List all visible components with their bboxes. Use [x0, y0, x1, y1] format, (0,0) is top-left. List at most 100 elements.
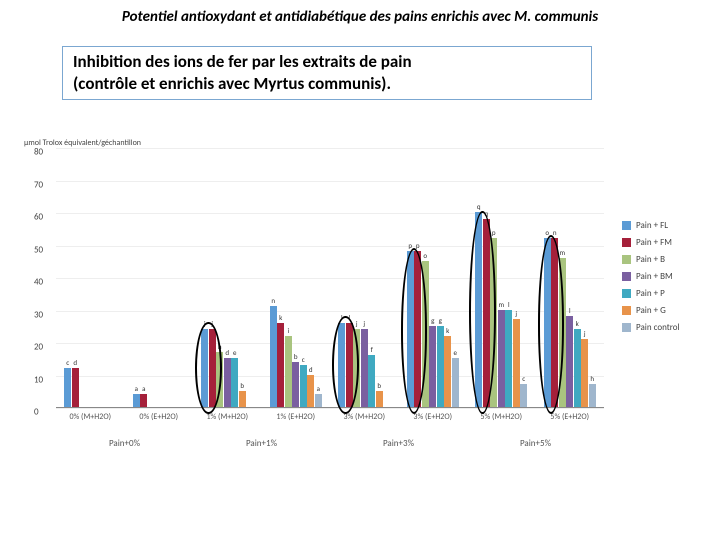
legend-item: Pain + P [622, 288, 714, 299]
bar-value-label: p [416, 241, 420, 250]
bar [581, 339, 588, 407]
bar [209, 329, 216, 407]
bar [231, 358, 238, 407]
x-tick-label: 5% (M+H2O) [480, 412, 522, 422]
bar [437, 326, 444, 407]
bar [368, 355, 375, 407]
y-tick: 70 [34, 179, 43, 190]
bar [361, 329, 368, 407]
bar [140, 394, 147, 407]
bar [551, 238, 558, 407]
bar-value-label: e [454, 348, 457, 357]
plot-area: 01020304050607080cdaajjhdebnkibcdalljjfb… [56, 148, 604, 408]
bar [338, 323, 345, 408]
bar-value-label: d [73, 358, 77, 367]
bar [224, 358, 231, 407]
bar-value-label: k [446, 326, 449, 335]
legend-label: Pain + FL [636, 220, 668, 231]
bar-value-label: a [317, 384, 320, 393]
bar-value-label: q [477, 202, 481, 211]
bar-group: cd [56, 148, 125, 407]
bar-value-label: j [363, 319, 365, 328]
bar [307, 375, 314, 408]
y-tick: 40 [34, 277, 43, 288]
x-tick-label: 1% (E+H2O) [276, 412, 315, 422]
bar [376, 391, 383, 407]
bar [72, 368, 79, 407]
gridline [56, 408, 604, 409]
bar-value-label: b [377, 381, 381, 390]
bar-value-label: c [66, 358, 69, 367]
legend: Pain + FL Pain + FM Pain + B Pain + BM Pain … [622, 220, 714, 339]
y-tick: 80 [34, 147, 43, 158]
y-tick: 30 [34, 309, 43, 320]
x-tick-label: 3% (E+H2O) [413, 412, 452, 422]
bar-value-label: d [309, 365, 313, 374]
bar [505, 310, 512, 408]
bar [475, 212, 482, 407]
bar-value-label: f [371, 345, 373, 354]
bar-value-label: l [341, 313, 343, 322]
bar [483, 219, 490, 408]
bar [346, 323, 353, 408]
bar-value-label: a [142, 384, 145, 393]
bar-value-label: n [271, 296, 275, 305]
bar [566, 316, 573, 407]
bar [292, 362, 299, 408]
bar-value-label: k [279, 313, 282, 322]
bar-value-label: o [545, 228, 549, 237]
subtitle-line-1: Inhibition des ions de fer par les extra… [73, 51, 581, 73]
legend-item: Pain + B [622, 254, 714, 265]
legend-item: Pain + G [622, 305, 714, 316]
x-tick-label: 0% (E+H2O) [139, 412, 178, 422]
bar-value-label: p [492, 228, 496, 237]
bar [444, 336, 451, 408]
bar [422, 261, 429, 407]
legend-item: Pain + BM [622, 271, 714, 282]
y-tick: 60 [34, 212, 43, 223]
bar-group: qqpmljc [467, 148, 536, 407]
bar-value-label: g [439, 316, 442, 325]
bar-value-label: c [522, 374, 525, 383]
bar-value-label: h [590, 374, 594, 383]
legend-swatch [622, 272, 631, 281]
bar-value-label: o [423, 251, 427, 260]
bar [559, 258, 566, 408]
y-tick: 0 [34, 407, 39, 418]
bar [513, 319, 520, 407]
bar [300, 365, 307, 407]
bar [201, 329, 208, 407]
bar-value-label: c [302, 355, 305, 364]
bar-value-label: j [204, 319, 206, 328]
bar-group: onmlkjh [536, 148, 605, 407]
bar [353, 329, 360, 407]
bar-value-label: j [515, 309, 517, 318]
y-tick: 20 [34, 342, 43, 353]
bar [64, 368, 71, 407]
legend-swatch [622, 289, 631, 298]
x-group-label: Pain+1% [246, 438, 277, 449]
legend-label: Pain + FM [636, 237, 672, 248]
bar-group: nkibcda [262, 148, 331, 407]
y-tick: 50 [34, 244, 43, 255]
legend-item: Pain + FL [622, 220, 714, 231]
y-tick: 10 [34, 374, 43, 385]
bar-group: lljjfb [330, 148, 399, 407]
bar [429, 326, 436, 407]
legend-swatch [622, 306, 631, 315]
bar-value-label: j [584, 329, 586, 338]
x-tick-label: 1% (M+H2O) [206, 412, 248, 422]
bar [407, 251, 414, 407]
bar-value-label: j [211, 319, 213, 328]
bar [490, 238, 497, 407]
bar-value-label: h [218, 342, 222, 351]
bar-chart: µmol Trolox équivalent/géchantillon 0102… [28, 148, 608, 458]
bar-value-label: b [240, 381, 244, 390]
bar [285, 336, 292, 408]
bar [544, 238, 551, 407]
bar [574, 329, 581, 407]
legend-item: Pain control [622, 322, 714, 333]
bar-value-label: p [408, 241, 412, 250]
bar [239, 391, 246, 407]
x-group-label: Pain+5% [520, 438, 551, 449]
